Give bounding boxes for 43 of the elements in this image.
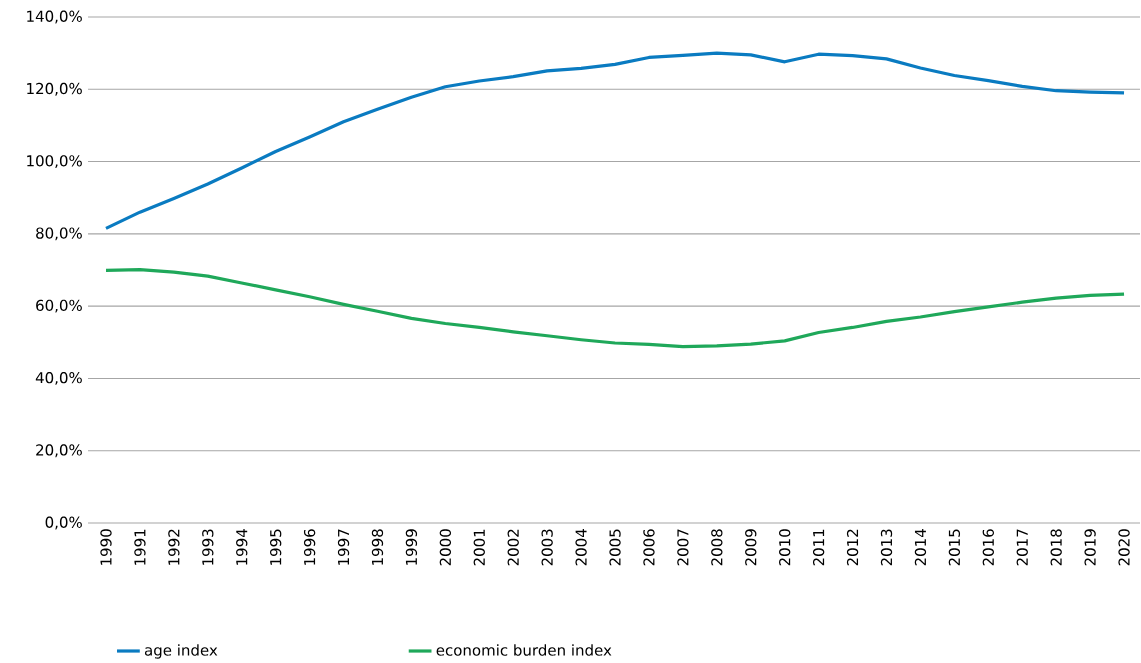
x-tick-label: 2002 <box>507 529 519 566</box>
x-tick-label: 2006 <box>643 529 655 566</box>
x-tick-label: 2009 <box>745 529 757 566</box>
y-tick-label: 120,0% <box>27 82 82 96</box>
x-tick-label: 2016 <box>982 529 994 566</box>
y-tick-label: 0,0% <box>45 516 82 530</box>
x-tick-label: 2005 <box>609 529 621 566</box>
y-tick-label: 100,0% <box>27 155 82 168</box>
x-tick-label: 1993 <box>202 529 214 565</box>
y-tick-label: 80,0% <box>36 227 82 241</box>
x-tick-label: 2020 <box>1118 529 1130 566</box>
x-tick-label: 2004 <box>575 529 587 566</box>
y-tick-label: 140,0% <box>27 10 82 24</box>
x-tick-label: 1992 <box>168 529 180 565</box>
x-tick-label: 1990 <box>100 529 112 565</box>
x-tick-label: 1997 <box>337 529 350 565</box>
x-tick-label: 2000 <box>439 529 452 566</box>
x-tick-label: 2015 <box>948 529 961 566</box>
line-series <box>104 268 1126 349</box>
y-tick-label: 60,0% <box>36 299 82 313</box>
legend-label: age index <box>144 644 218 659</box>
x-tick-label: 1991 <box>134 529 146 565</box>
x-tick-label: 1999 <box>405 529 418 565</box>
x-tick-label: 2018 <box>1050 529 1062 566</box>
x-tick-label: 1995 <box>270 529 282 565</box>
x-tick-label: 1996 <box>303 529 316 565</box>
x-tick-label: 2013 <box>880 529 893 566</box>
x-tick-label: 2003 <box>541 529 553 566</box>
x-tick-label: 1994 <box>236 529 248 565</box>
legend-label: economic burden index <box>436 644 612 656</box>
x-tick-label: 2001 <box>473 529 485 566</box>
y-tick-label: 40,0% <box>35 371 82 385</box>
line-series <box>104 51 1126 231</box>
x-tick-label: 2007 <box>677 529 689 566</box>
x-tick-label: 2008 <box>711 529 723 566</box>
x-tick-label: 2017 <box>1016 529 1028 566</box>
x-tick-label: 2019 <box>1084 529 1096 566</box>
x-tick-label: 2010 <box>779 529 791 566</box>
y-tick-label: 20,0% <box>36 444 82 458</box>
x-tick-label: 2012 <box>846 529 859 566</box>
x-tick-label: 2014 <box>914 529 927 566</box>
x-tick-label: 1998 <box>371 529 384 565</box>
x-tick-label: 2011 <box>812 529 825 566</box>
